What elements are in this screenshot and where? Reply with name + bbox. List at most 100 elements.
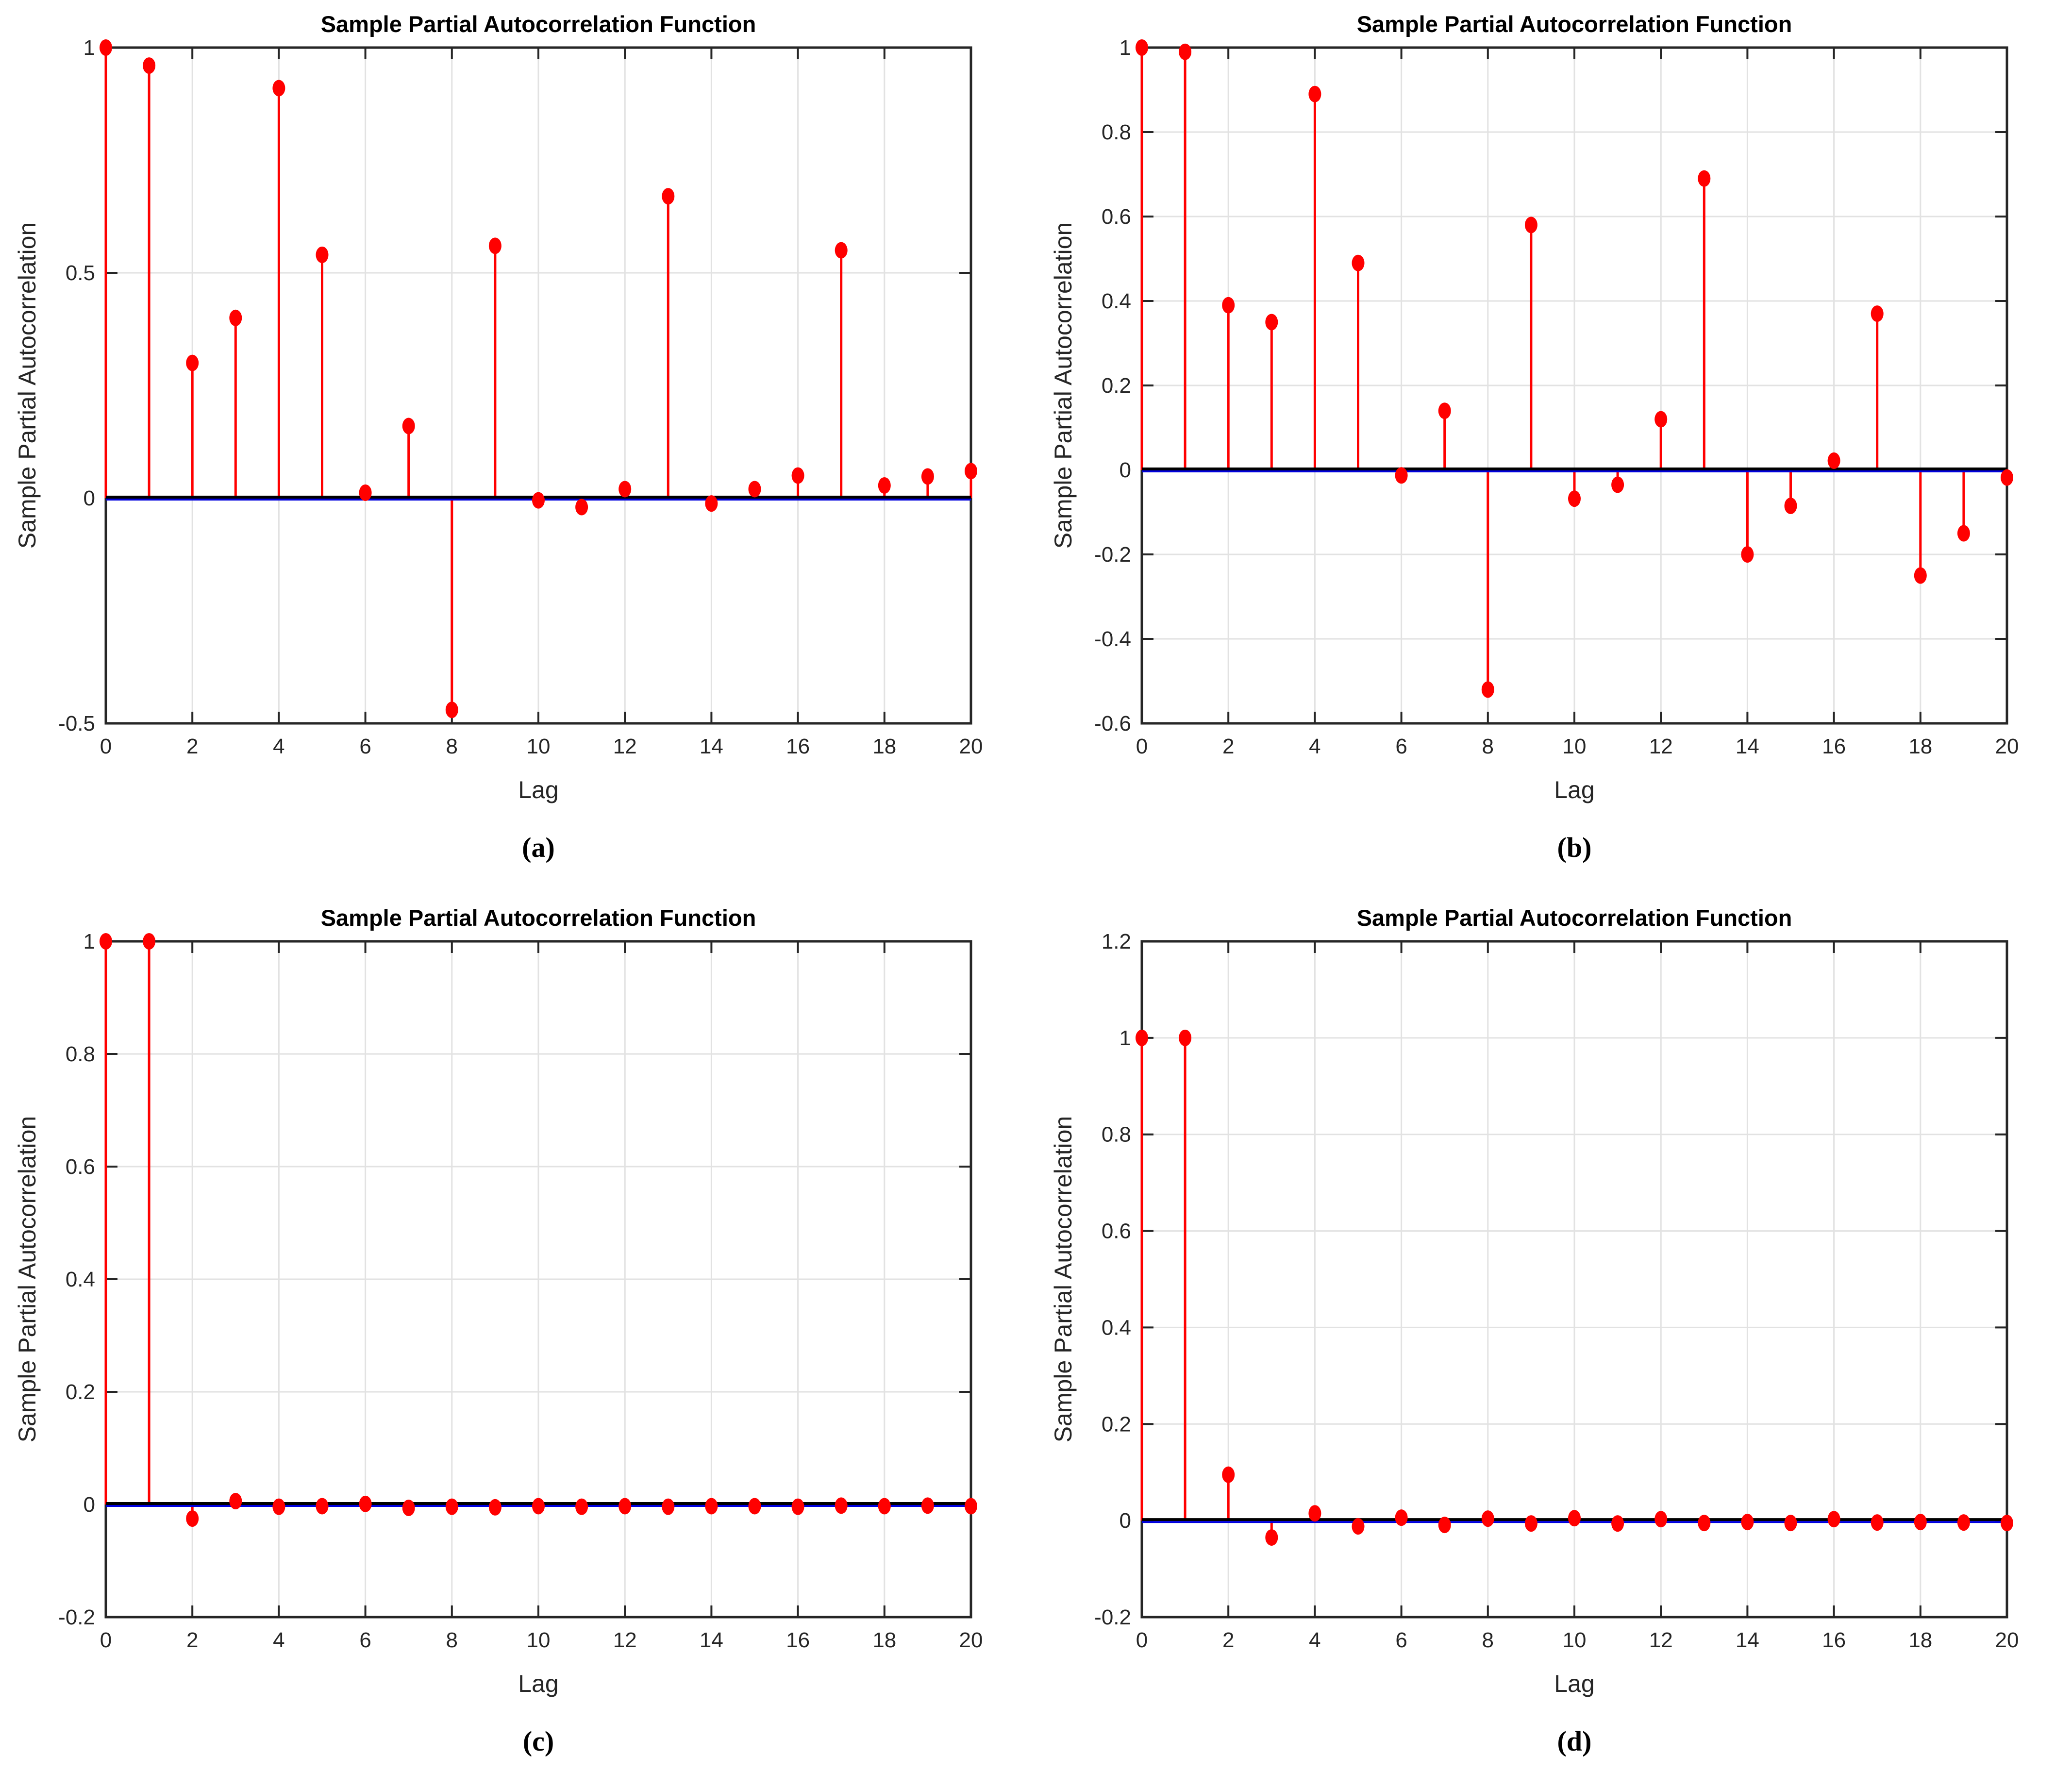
x-axis-label-c: Lag (518, 1670, 559, 1697)
svg-text:4: 4 (1309, 735, 1320, 758)
gridlines (1142, 941, 2007, 1617)
tick-labels: 0 2 4 6 8 10 12 14 16 18 201.210.80.60.40.20-0.2 (1094, 930, 2019, 1652)
gridlines (106, 941, 971, 1617)
svg-text:2: 2 (186, 735, 198, 758)
svg-text:10: 10 (1563, 1628, 1587, 1652)
svg-text:20: 20 (959, 735, 983, 758)
panel-caption-a: (a) (522, 832, 555, 863)
svg-text:0: 0 (1136, 735, 1148, 758)
pacf-chart-b: 0 2 4 6 8 10 12 14 16 18 20 1 0.8 0.6 0.4 0.2 0 -0.2 -0.4 -… (1094, 36, 2019, 758)
chart-title-a: Sample Partial Autocorrelation Function (320, 11, 756, 37)
svg-text:4: 4 (1309, 1628, 1320, 1652)
svg-text:0.8: 0.8 (1102, 1123, 1131, 1147)
svg-text:-0.6: -0.6 (1094, 712, 1131, 735)
gridlines (1142, 48, 2007, 723)
svg-text:8: 8 (1482, 735, 1494, 758)
svg-text:16: 16 (786, 735, 810, 758)
svg-text:1: 1 (84, 930, 95, 953)
svg-text:0: 0 (84, 486, 95, 510)
svg-text:14: 14 (1736, 735, 1759, 758)
y-axis-label-c: Sample Partial Autocorrelation (14, 1116, 41, 1443)
panel-caption-d: (d) (1557, 1725, 1592, 1757)
svg-text:20: 20 (1995, 735, 2019, 758)
tick-labels: 0 2 4 6 8 10 12 14 16 18 20 1 0.8 0.6 0.4 0.2 0 -0.2 -0.4 -… (1094, 36, 2019, 758)
svg-text:0: 0 (84, 1493, 95, 1517)
svg-text:16: 16 (1822, 1628, 1846, 1652)
svg-text:1: 1 (84, 36, 95, 60)
svg-text:-0.5: -0.5 (58, 712, 95, 735)
svg-text:0.2: 0.2 (1102, 374, 1131, 398)
svg-text:-0.2: -0.2 (1094, 1605, 1131, 1629)
svg-text:0: 0 (1120, 458, 1131, 482)
svg-text:6: 6 (1395, 735, 1407, 758)
svg-text:16: 16 (1822, 735, 1846, 758)
svg-text:0: 0 (100, 1628, 112, 1652)
svg-text:18: 18 (1908, 735, 1932, 758)
svg-text:-0.2: -0.2 (58, 1605, 95, 1629)
svg-text:0: 0 (100, 735, 112, 758)
svg-text:-0.4: -0.4 (1094, 627, 1131, 651)
svg-text:0.4: 0.4 (1102, 289, 1131, 313)
panel-caption-b: (b) (1557, 832, 1592, 863)
svg-text:14: 14 (700, 735, 723, 758)
svg-text:8: 8 (446, 735, 458, 758)
pacf-panel-b: 0 2 4 6 8 10 12 14 16 18 20 1 0.8 0.6 0.4 0.2 0 -0.2 -0.4 -… (1036, 0, 2072, 894)
y-axis-label-b: Sample Partial Autocorrelation (1050, 222, 1077, 549)
chart-title-d: Sample Partial Autocorrelation Function (1356, 905, 1792, 931)
svg-text:4: 4 (273, 1628, 284, 1652)
svg-text:12: 12 (613, 735, 637, 758)
svg-text:20: 20 (959, 1628, 983, 1652)
svg-text:0.8: 0.8 (1102, 120, 1131, 144)
stem-markers (100, 933, 977, 1527)
svg-text:14: 14 (700, 1628, 723, 1652)
svg-text:0.8: 0.8 (66, 1042, 95, 1066)
svg-text:0.2: 0.2 (1102, 1412, 1131, 1436)
svg-text:1: 1 (1120, 36, 1131, 60)
y-axis-label-a: Sample Partial Autocorrelation (14, 222, 41, 549)
svg-text:18: 18 (1908, 1628, 1932, 1652)
pacf-panel-a: 0 2 4 6 8 10 12 14 16 18 20 1 0.5 0 -0.5 Sample Partia… (0, 0, 1036, 894)
svg-text:14: 14 (1736, 1628, 1759, 1652)
svg-text:8: 8 (446, 1628, 458, 1652)
pacf-panel-d: 0 2 4 6 8 10 12 14 16 18 20 1.2 1 0.8 0.6 0.4 0.2 0 -0.2 S… (1036, 894, 2072, 1788)
svg-text:6: 6 (359, 735, 371, 758)
svg-text:6: 6 (359, 1628, 371, 1652)
svg-text:0.6: 0.6 (66, 1155, 95, 1179)
svg-text:0: 0 (1136, 1628, 1148, 1652)
svg-text:10: 10 (527, 735, 551, 758)
svg-text:8: 8 (1482, 1628, 1494, 1652)
svg-text:-0.2: -0.2 (1094, 543, 1131, 567)
svg-text:12: 12 (1649, 1628, 1673, 1652)
svg-text:0: 0 (1120, 1509, 1131, 1533)
svg-text:0.6: 0.6 (1102, 205, 1131, 229)
x-axis-label-a: Lag (518, 776, 559, 803)
stem-markers (1136, 1029, 2013, 1546)
svg-text:12: 12 (1649, 735, 1673, 758)
svg-text:0.4: 0.4 (66, 1268, 95, 1291)
svg-text:2: 2 (186, 1628, 198, 1652)
svg-text:18: 18 (872, 735, 896, 758)
panel-caption-c: (c) (522, 1725, 554, 1757)
svg-text:0.4: 0.4 (1102, 1316, 1131, 1339)
pacf-chart-d: 0 2 4 6 8 10 12 14 16 18 201.210.80.60.40.20-0.2 (1094, 930, 2019, 1652)
svg-text:0.6: 0.6 (1102, 1220, 1131, 1243)
svg-text:20: 20 (1995, 1628, 2019, 1652)
stem-markers (1136, 39, 2013, 698)
pacf-panel-c: 0 2 4 6 8 10 12 14 16 18 20 1 0.8 0.6 0.4 0.2 0 -0.2 Samp… (0, 894, 1036, 1788)
svg-text:16: 16 (786, 1628, 810, 1652)
chart-title-b: Sample Partial Autocorrelation Function (1356, 11, 1792, 37)
svg-text:18: 18 (872, 1628, 896, 1652)
x-axis-label-b: Lag (1554, 776, 1595, 803)
svg-text:0.5: 0.5 (66, 261, 95, 285)
svg-text:1: 1 (1120, 1026, 1131, 1050)
x-axis-label-d: Lag (1554, 1670, 1595, 1697)
stem-markers (100, 39, 977, 719)
svg-text:10: 10 (1563, 735, 1587, 758)
svg-text:10: 10 (527, 1628, 551, 1652)
svg-text:4: 4 (273, 735, 284, 758)
y-axis-label-d: Sample Partial Autocorrelation (1050, 1116, 1077, 1443)
